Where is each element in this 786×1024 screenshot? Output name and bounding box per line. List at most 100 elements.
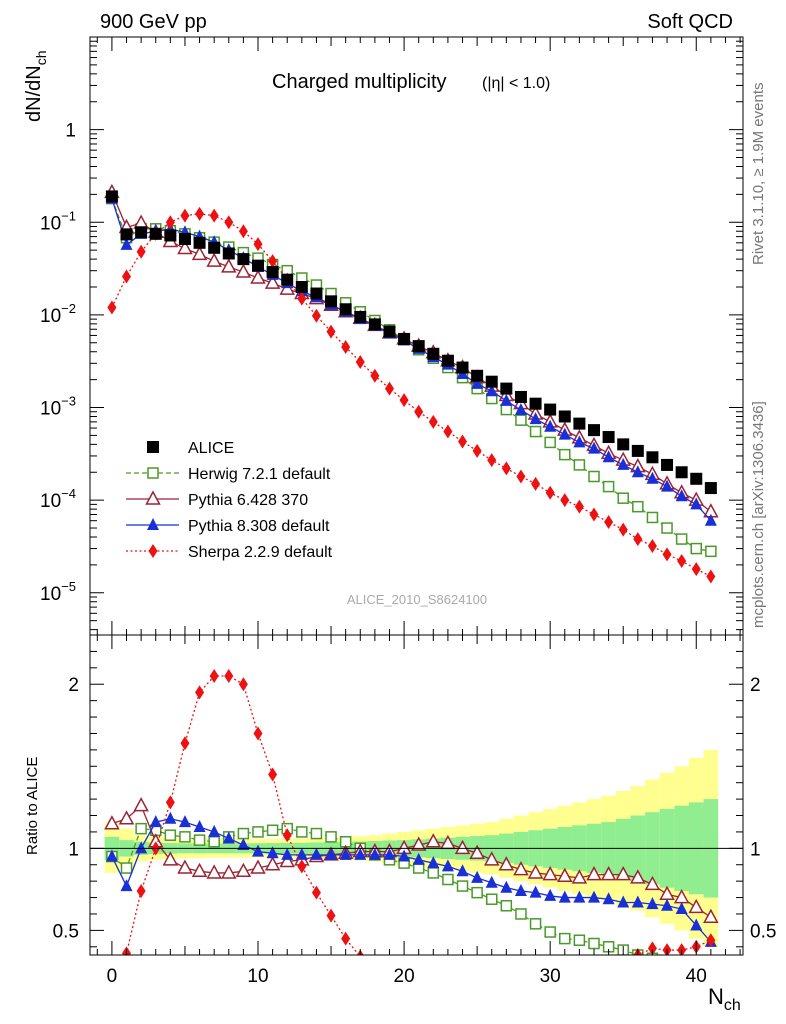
svg-text:Nch: Nch: [708, 984, 741, 1014]
plot-title-suffix: (|η| < 1.0): [482, 75, 550, 92]
point-sherpa-2-2-9-default: [487, 453, 497, 468]
ratio-point-pythia-6-428-370: [557, 867, 573, 882]
ratio-point-pythia-6-428-370: [586, 866, 602, 881]
x-axis-title-subscript: ch: [724, 997, 741, 1014]
point-sherpa-2-2-9-default: [136, 244, 146, 259]
point-herwig-7-2-1-default: [529, 425, 542, 438]
point-herwig-7-2-1-default: [646, 511, 659, 524]
point-alice: [485, 375, 498, 388]
ratio-point-pythia-6-428-370: [571, 869, 588, 884]
ratio-point-pythia-6-428-370: [527, 864, 544, 879]
x-axis-title: Nch: [708, 984, 741, 1014]
point-alice: [441, 354, 454, 367]
point-alice: [310, 287, 323, 300]
point-herwig-7-2-1-default: [500, 403, 513, 416]
point-pythia-8-308-default: [661, 479, 674, 492]
point-herwig-7-2-1-default: [705, 545, 717, 558]
point-pythia-8-308-default: [514, 403, 527, 416]
ratio-point-pythia-6-428-370: [177, 859, 193, 874]
point-sherpa-2-2-9-default: [384, 381, 394, 396]
y-tick-label: 1: [65, 121, 76, 142]
ratio-point-pythia-8-308-default: [251, 844, 264, 857]
legend-item-alice: ALICE: [147, 440, 234, 457]
ratio-point-pythia-6-428-370: [118, 810, 135, 825]
point-sherpa-2-2-9-default: [604, 515, 614, 530]
point-pythia-8-308-default: [544, 419, 557, 432]
plot-title-main: Charged multiplicity: [272, 71, 447, 93]
ratio-point-pythia-8-308-default: [281, 847, 294, 860]
ratio-point-pythia-8-308-default: [310, 847, 323, 860]
point-pythia-8-308-default: [690, 497, 703, 510]
point-alice: [368, 318, 381, 331]
ratio-point-pythia-6-428-370: [206, 864, 222, 879]
point-alice: [208, 241, 221, 254]
legend-item-herwig-7-2-1-default: Herwig 7.2.1 default: [126, 466, 331, 483]
point-herwig-7-2-1-default: [661, 522, 673, 534]
ratio-point-sherpa-2-2-9-default: [209, 669, 219, 684]
point-alice: [675, 466, 688, 479]
legend-label: ALICE: [188, 440, 234, 457]
ratio-point-sherpa-2-2-9-default: [706, 933, 716, 948]
ratio-point-pythia-6-428-370: [221, 864, 237, 879]
ratio-point-sherpa-2-2-9-default: [311, 885, 321, 900]
x-tick-label: 0: [107, 966, 118, 987]
ratio-point-pythia-6-428-370: [454, 839, 471, 855]
ratio-point-sherpa-2-2-9-default: [195, 685, 205, 700]
ratio-point-pythia-6-428-370: [542, 866, 558, 881]
ratio-point-herwig-7-2-1-default: [573, 934, 586, 946]
ratio-point-sherpa-2-2-9-default: [619, 956, 628, 970]
ratio-point-pythia-8-308-default: [354, 847, 367, 860]
point-pythia-6-428-370: [264, 274, 281, 289]
point-pythia-6-428-370: [177, 239, 193, 255]
point-alice: [427, 347, 440, 360]
legend-item-pythia-8-308-default: Pythia 8.308 default: [126, 518, 330, 535]
x-tick-label: 30: [540, 966, 561, 987]
point-sherpa-2-2-9-default: [428, 414, 438, 429]
point-alice: [339, 303, 352, 316]
ratio-point-pythia-8-308-default: [631, 895, 644, 908]
ratio-point-sherpa-2-2-9-default: [282, 828, 292, 843]
point-sherpa-2-2-9-default: [297, 291, 307, 306]
ratio-point-pythia-8-308-default: [222, 831, 235, 844]
point-pythia-8-308-default: [646, 471, 659, 484]
main-panel-series: [104, 183, 719, 584]
point-pythia-6-428-370: [250, 269, 266, 284]
ratio-point-pythia-8-308-default: [164, 811, 177, 824]
ratio-point-pythia-6-428-370: [703, 908, 719, 924]
ratio-point-pythia-8-308-default: [573, 890, 586, 903]
point-alice: [704, 482, 717, 495]
point-herwig-7-2-1-default: [559, 448, 571, 461]
point-sherpa-2-2-9-default: [107, 300, 117, 315]
ratio-point-pythia-6-428-370: [483, 851, 500, 866]
ratio-point-pythia-6-428-370: [410, 836, 427, 851]
ratio-point-pythia-8-308-default: [135, 841, 148, 854]
ratio-point-herwig-7-2-1-default: [120, 862, 133, 874]
point-herwig-7-2-1-default: [602, 480, 615, 493]
plot-title: Charged multiplicity (|η| < 1.0): [272, 71, 550, 93]
ratio-point-herwig-7-2-1-default: [266, 824, 279, 837]
ratio-point-pythia-8-308-default: [661, 898, 674, 911]
x-tick-label: 20: [394, 966, 415, 987]
point-alice: [178, 232, 191, 245]
ratio-point-pythia-6-428-370: [425, 833, 442, 848]
legend-marker: [145, 490, 161, 505]
point-sherpa-2-2-9-default: [341, 340, 351, 355]
ratio-point-pythia-8-308-default: [339, 847, 352, 860]
point-herwig-7-2-1-default: [573, 459, 586, 471]
point-sherpa-2-2-9-default: [560, 493, 570, 508]
point-sherpa-2-2-9-default: [662, 547, 672, 562]
point-sherpa-2-2-9-default: [180, 208, 190, 223]
ratio-point-pythia-8-308-default: [383, 847, 396, 860]
ratio-point-pythia-6-428-370: [469, 844, 485, 860]
x-tick-label: 40: [686, 966, 707, 987]
ratio-point-herwig-7-2-1-default: [442, 873, 454, 886]
ratio-point-herwig-7-2-1-default: [544, 926, 556, 938]
ratio-point-pythia-8-308-default: [178, 815, 191, 828]
y-tick-label: 10−4: [40, 486, 76, 512]
point-sherpa-2-2-9-default: [443, 424, 453, 439]
ratio-y-axis-title-text: Ratio to ALICE: [24, 757, 41, 855]
ratio-point-pythia-8-308-default: [617, 895, 630, 908]
ratio-point-sherpa-2-2-9-default: [165, 795, 175, 810]
ratio-point-pythia-8-308-default: [485, 875, 498, 888]
header-left-label: 900 GeV pp: [100, 11, 207, 33]
